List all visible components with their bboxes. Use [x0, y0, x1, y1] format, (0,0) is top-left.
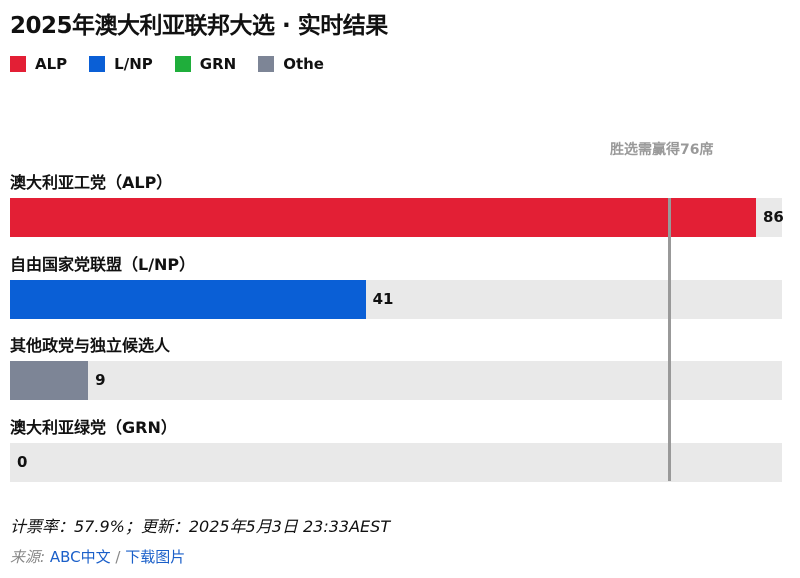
majority-label: 胜选需赢得76席	[610, 142, 714, 158]
bar-track: 86	[10, 198, 784, 237]
legend-label: Othe	[283, 55, 324, 73]
separator: /	[115, 548, 121, 566]
bar-track: 41	[10, 279, 782, 319]
source-link[interactable]: ABC中文	[49, 548, 111, 566]
category-label: 澳大利亚绿党（GRN）	[10, 417, 177, 437]
category-label: 自由国家党联盟（L/NP）	[10, 254, 196, 274]
majority-line	[667, 198, 671, 481]
legend-item: GRN	[174, 55, 237, 73]
source-label: 来源:	[10, 548, 46, 566]
bar	[10, 198, 756, 237]
download-image-link[interactable]: 下载图片	[125, 548, 186, 566]
status-text: 计票率：57.9%；更新：2025年5月3日 23:33AEST	[10, 517, 391, 536]
legend-swatch	[174, 56, 191, 72]
bar	[10, 361, 89, 400]
bar-track: 0	[10, 442, 782, 482]
bar-track: 9	[10, 361, 782, 400]
legend-label: GRN	[199, 55, 237, 73]
chart-title: 2025年澳大利亚联邦大选 · 实时结果	[10, 13, 388, 39]
legend-label: ALP	[35, 55, 68, 73]
value-label: 86	[762, 208, 784, 226]
legend-item: Othe	[258, 55, 324, 73]
source-line: 来源: ABC中文 / 下载图片	[10, 546, 185, 567]
legend-item: ALP	[10, 55, 67, 73]
legend-label: L/NP	[114, 55, 153, 73]
value-label: 0	[17, 452, 28, 471]
value-label: 41	[372, 289, 394, 308]
legend-item: L/NP	[89, 55, 153, 73]
legend: ALP L/NP GRN Othe	[10, 55, 324, 73]
category-label: 其他政党与独立候选人	[10, 336, 171, 355]
legend-swatch	[89, 56, 106, 72]
value-label: 9	[95, 371, 106, 389]
bar	[10, 279, 366, 319]
legend-swatch	[258, 56, 275, 72]
category-label: 澳大利亚工党（ALP）	[10, 173, 173, 192]
legend-swatch	[10, 56, 26, 72]
